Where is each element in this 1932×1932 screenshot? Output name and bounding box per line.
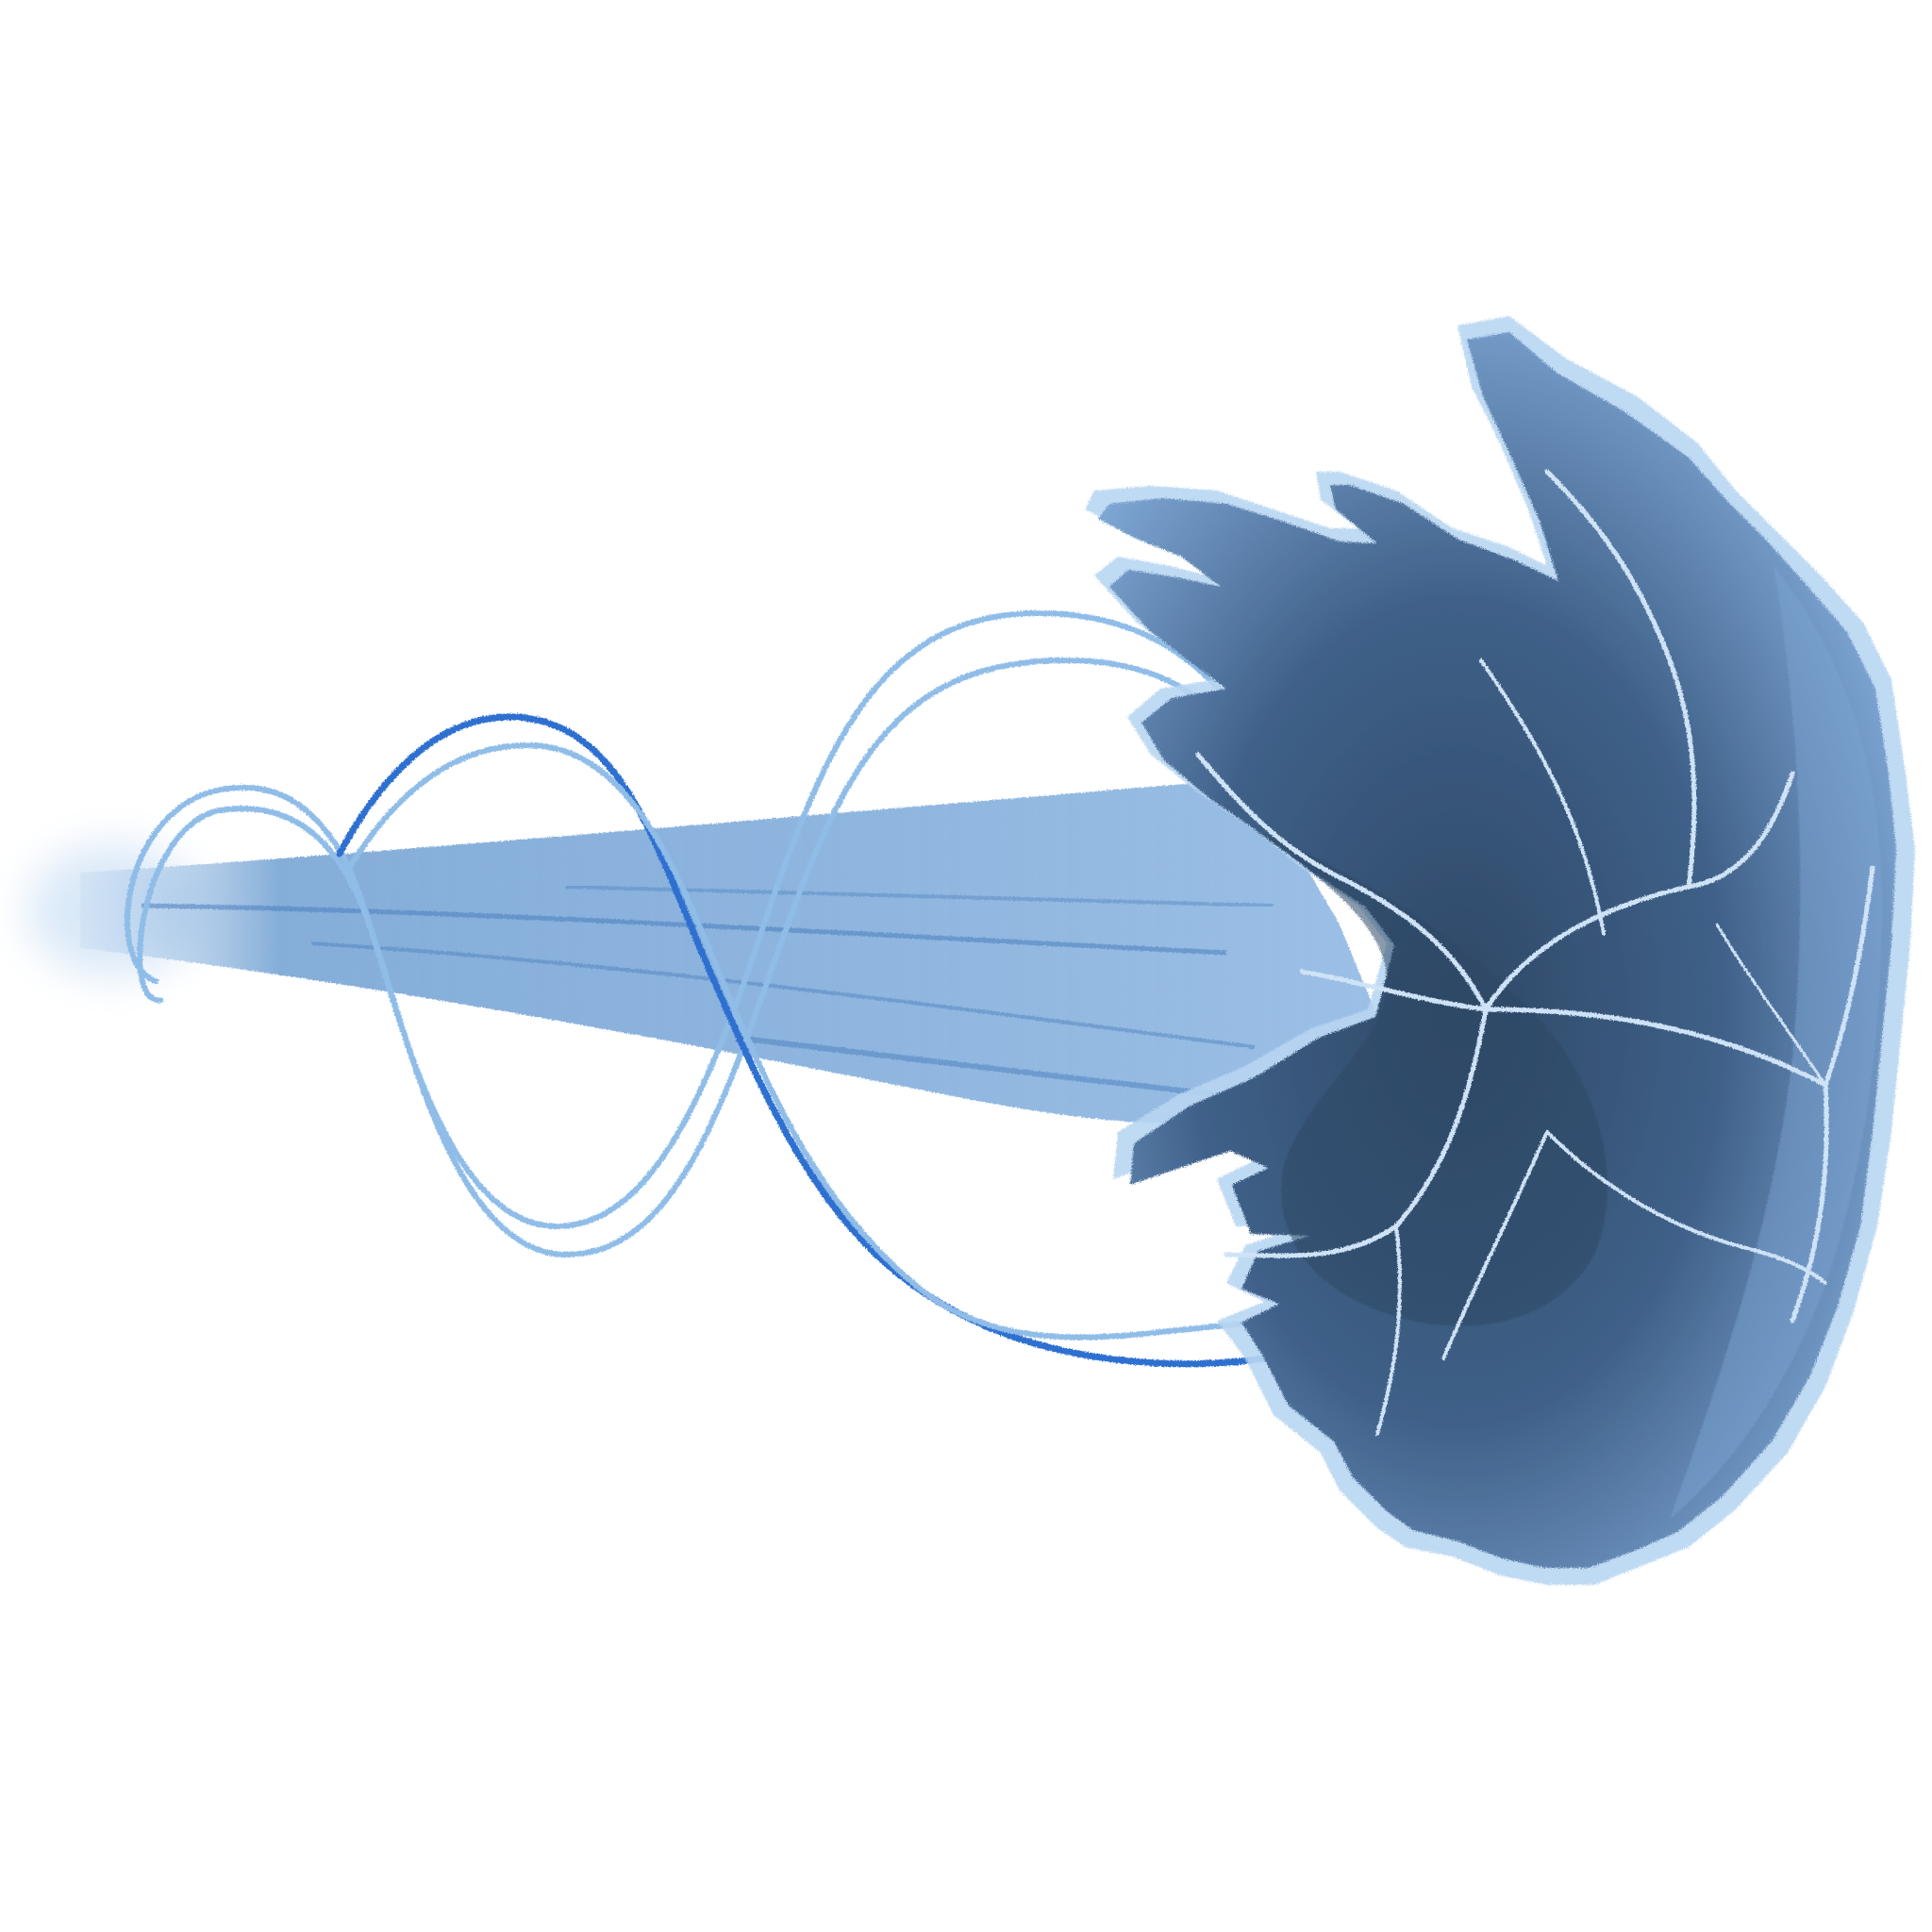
beam-icon — [80, 778, 1406, 1124]
leaf-burst-icon — [1085, 316, 1915, 1585]
spiral-line-icon — [125, 609, 1324, 1368]
